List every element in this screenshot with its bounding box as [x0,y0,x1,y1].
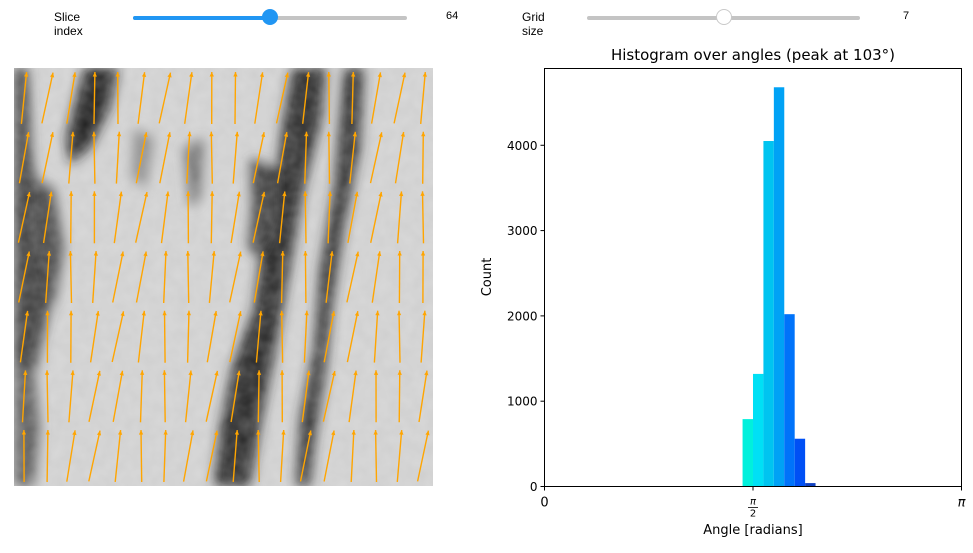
histogram-bar [763,141,773,486]
vector-arrow [329,72,330,124]
x-tick-label: π [958,496,966,511]
y-axis-label: Count [480,258,495,297]
x-tick-label-denominator: 2 [750,509,756,520]
vector-arrow [399,311,400,363]
vector-arrow [94,132,95,184]
y-tick-label: 4000 [507,139,538,153]
slice-image [14,68,433,486]
histogram-bars [743,87,816,486]
slice-image-panel [14,68,433,486]
slice-index-thumb[interactable] [262,9,278,25]
vector-arrow [47,430,48,482]
y-tick-label: 0 [530,480,538,494]
histogram-bar [795,439,805,487]
grid-size-value: 7 [903,10,909,22]
vector-arrow [141,430,142,482]
slice-index-slider[interactable] [133,16,407,20]
vector-arrow [211,132,212,184]
x-tick-label: π [750,497,757,508]
x-axis-label: Angle [radians] [703,523,802,538]
chart-title: Histogram over angles (peak at 103°) [611,46,895,64]
vector-arrow [164,370,165,422]
vector-arrow [423,191,424,243]
vector-arrow [47,370,48,422]
vector-arrow [399,370,400,422]
histogram-bar [805,483,815,486]
vector-arrow [71,191,72,243]
vector-arrow [258,430,259,482]
y-tick-label: 3000 [507,224,538,238]
histogram-svg: Histogram over angles (peak at 103°) 0 10… [480,40,973,549]
vector-arrow [305,191,306,243]
vector-arrow [258,370,259,422]
y-tick-label: 1000 [507,395,538,409]
x-tick-label: 0 [540,496,548,511]
vector-arrow [165,311,166,363]
histogram-bar [774,87,784,486]
y-axis-ticks: 0 1000 2000 3000 4000 [507,139,545,494]
histogram-bar [743,419,753,486]
vector-arrow [94,72,95,124]
histogram-bar [784,314,794,486]
grid-size-label: Grid size [522,10,545,38]
histogram-bar [753,374,763,487]
slice-index-fill [133,16,270,20]
y-tick-label: 2000 [507,309,538,323]
image-texture [14,68,433,486]
histogram-chart: Histogram over angles (peak at 103°) 0 10… [480,40,973,553]
slice-index-value: 64 [446,10,458,22]
grid-size-slider[interactable] [587,16,860,20]
vector-arrow [305,251,306,303]
vector-arrow [282,311,283,363]
grid-size-thumb[interactable] [716,9,732,25]
vector-arrow [329,132,330,184]
vector-arrow [376,430,377,482]
vector-arrow [235,72,236,124]
slice-index-label: Slice index [54,10,83,38]
vector-arrow [423,132,424,184]
vector-arrow [211,191,212,243]
vector-arrow [188,251,189,303]
